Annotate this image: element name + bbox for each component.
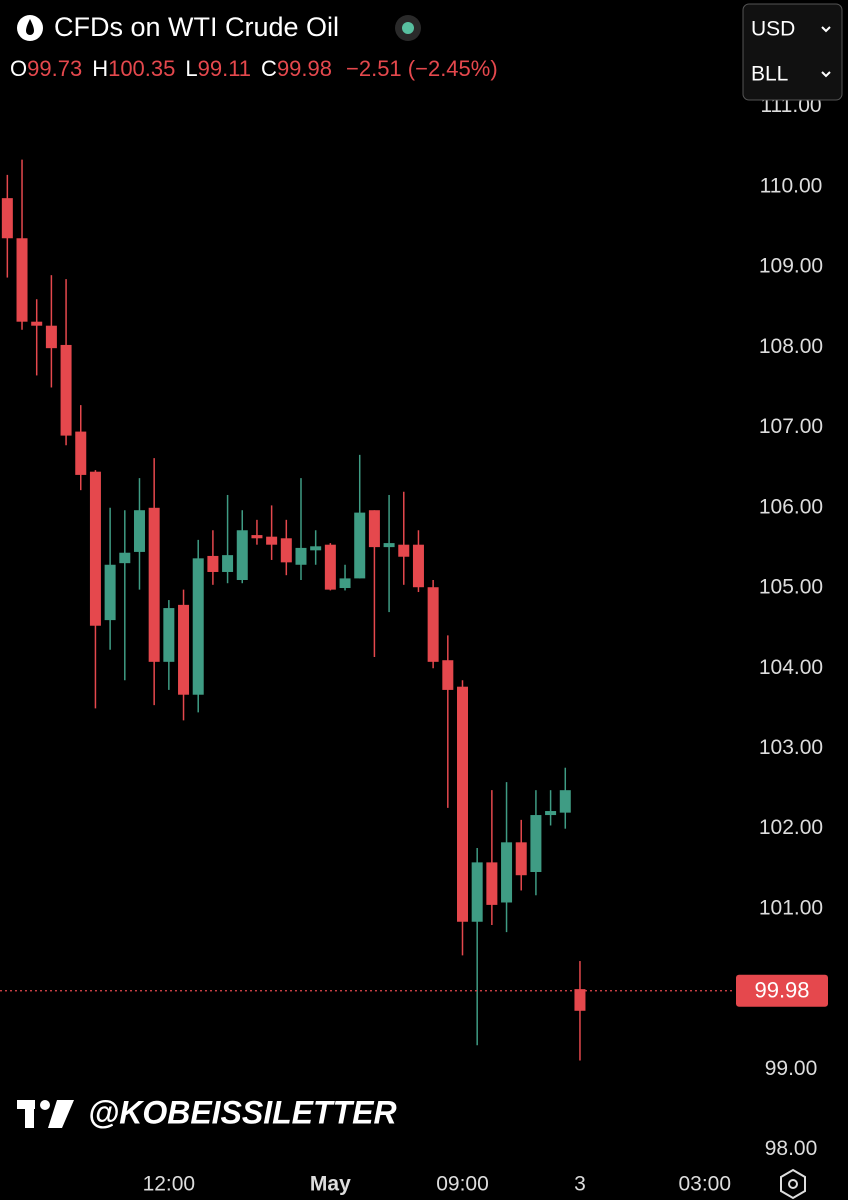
- plot: [0, 159, 735, 1061]
- candle-body: [530, 815, 542, 873]
- last-price-box: [736, 974, 828, 1007]
- candle-body: [280, 538, 292, 563]
- unit[interactable]: BLL: [751, 63, 788, 86]
- ohlc-key: C: [261, 56, 277, 81]
- candle-body: [251, 535, 263, 539]
- ohlc-key: O: [10, 56, 27, 81]
- candle-body: [412, 544, 424, 588]
- ohlc-key: L: [185, 56, 197, 81]
- change: −2.51 (−2.45%): [346, 56, 498, 81]
- candle-body: [501, 842, 513, 903]
- candle-body: [324, 544, 336, 590]
- candle-body: [16, 238, 28, 322]
- candle-body: [515, 842, 527, 876]
- dropdown-arrow: [821, 71, 831, 78]
- candle-body: [133, 510, 145, 552]
- y-tick-label: 105.00: [759, 576, 823, 599]
- y-tick-label: 99.00: [765, 1057, 818, 1080]
- candle-body: [545, 811, 557, 816]
- candle-body: [457, 686, 468, 922]
- candle-body: [222, 555, 234, 572]
- y-tick-label: 109.00: [759, 255, 823, 278]
- candle-body: [45, 325, 57, 349]
- candle-body: [471, 862, 483, 922]
- candle-body: [383, 543, 395, 548]
- candle-body: [31, 321, 43, 326]
- candle-body: [559, 790, 571, 813]
- x-tick-label: 09:00: [436, 1173, 489, 1196]
- candle-body: [354, 512, 366, 579]
- ohlc-value: 100.35: [108, 56, 175, 81]
- y-tick-label: 102.00: [759, 816, 823, 839]
- candle-body: [442, 660, 454, 690]
- candle-body: [89, 471, 101, 626]
- candle-body: [427, 587, 439, 662]
- ohlc-value: 99.98: [277, 56, 332, 81]
- candle-body: [104, 564, 116, 621]
- y-tick-label: 98.00: [765, 1137, 818, 1160]
- unit-box[interactable]: [742, 3, 843, 101]
- ohlc-value: 99.11: [198, 56, 251, 81]
- drop-icon: [26, 19, 34, 35]
- candle-body: [192, 558, 204, 695]
- chart-title: CFDs on WTI Crude Oil: [54, 12, 339, 42]
- candle-body: [310, 546, 322, 551]
- candle-body: [236, 530, 248, 580]
- x-tick-label: 3: [574, 1173, 586, 1196]
- candle-body: [398, 544, 410, 557]
- candle-body: [295, 547, 307, 565]
- candle-body: [75, 431, 87, 475]
- candle-body: [368, 510, 380, 548]
- ohlc-value: 99.73: [27, 56, 82, 81]
- last-price-label: 99.98: [754, 978, 809, 1003]
- tv-logo: [17, 1100, 74, 1128]
- candle-body: [266, 536, 278, 545]
- candle-body: [60, 344, 72, 436]
- settings-icon[interactable]: [780, 1168, 806, 1200]
- currency[interactable]: USD: [751, 18, 795, 41]
- ohlc-key: H: [92, 56, 108, 81]
- ohlc-line: O99.73 H100.35 L99.11 C99.98 −2.51 (−2.45%): [10, 56, 498, 81]
- candle-body: [148, 507, 160, 662]
- y-tick-label: 101.00: [759, 896, 823, 919]
- candle-body: [163, 608, 175, 662]
- candle-body: [574, 989, 586, 1011]
- dropdown-arrow: [821, 26, 831, 33]
- y-tick-label: 104.00: [759, 656, 823, 679]
- candle-body: [339, 578, 351, 589]
- x-axis: 12:00 May 09:00 3 03:00: [143, 1160, 731, 1196]
- header-bg: [8, 8, 428, 48]
- x-tick-label: May: [310, 1173, 351, 1196]
- settings-icon-center: [788, 1179, 798, 1189]
- status-dot: [402, 22, 414, 34]
- y-tick-label: 110.00: [760, 174, 823, 197]
- x-tick-label: 12:00: [143, 1173, 196, 1196]
- candle-body: [119, 552, 131, 564]
- watermark: @KOBEISSILETTER: [88, 1094, 397, 1130]
- candle-body: [486, 862, 498, 905]
- y-axis: 98.0099.00100.00101.00102.00103.00104.00…: [736, 94, 828, 1160]
- y-tick-label: 108.00: [759, 335, 823, 358]
- candle-body: [207, 555, 219, 572]
- y-tick-label: 106.00: [759, 495, 823, 518]
- candle-body: [1, 198, 13, 239]
- y-tick-label: 107.00: [759, 415, 823, 438]
- x-tick-label: 03:00: [678, 1173, 731, 1196]
- y-tick-label: 103.00: [759, 736, 823, 759]
- candle-body: [178, 604, 190, 695]
